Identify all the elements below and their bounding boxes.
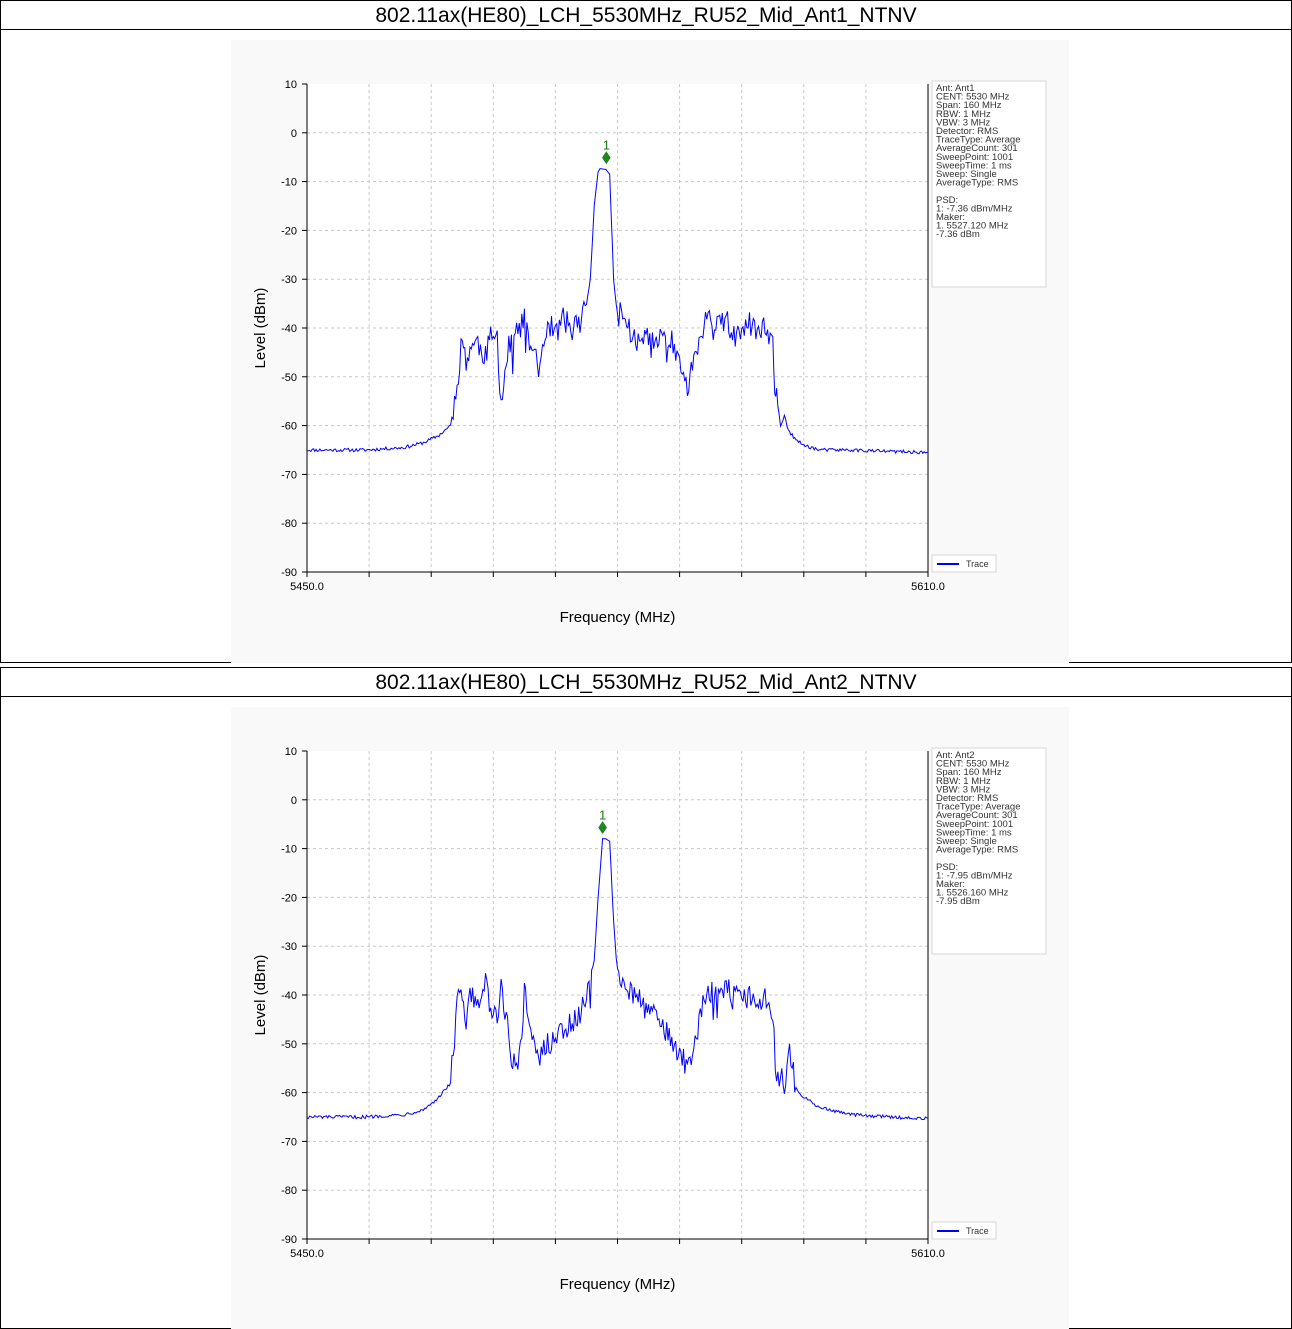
x-axis-label: Frequency (MHz) <box>560 609 676 626</box>
info-line: AverageCount: 301 <box>936 143 1018 154</box>
info-line: Maker: <box>936 212 965 223</box>
info-line: VBW: 3 MHz <box>936 117 990 128</box>
info-line: 1. 5526.160 MHz <box>936 888 1009 899</box>
marker-label: 1 <box>599 808 606 823</box>
y-tick-label: -20 <box>281 892 297 904</box>
y-tick-label: 10 <box>285 79 297 91</box>
y-tick-label: -60 <box>281 1088 297 1100</box>
y-tick-label: -20 <box>281 225 297 237</box>
info-line: 1: -7.95 dBm/MHz <box>936 870 1013 881</box>
legend-label: Trace <box>966 1226 989 1236</box>
trace-line <box>306 168 928 455</box>
y-axis-label: Level (dBm) <box>252 955 269 1036</box>
y-tick-label: -50 <box>281 372 297 384</box>
y-tick-label: -80 <box>281 518 297 530</box>
info-line: CENT: 5530 MHz <box>936 759 1010 770</box>
x-axis-label: Frequency (MHz) <box>560 1276 676 1293</box>
y-tick-label: -10 <box>281 177 297 189</box>
info-line: Maker: <box>936 879 965 890</box>
legend-box <box>931 554 997 573</box>
y-tick-label: -50 <box>281 1039 297 1051</box>
info-line: Span: 160 MHz <box>936 100 1002 111</box>
info-line: Ant: Ant2 <box>936 750 975 761</box>
y-axis-label: Level (dBm) <box>252 288 269 369</box>
x-tick-label: 5610.0 <box>911 1248 945 1260</box>
info-line: SweepTime: 1 ms <box>936 827 1012 838</box>
info-line: Span: 160 MHz <box>936 767 1002 778</box>
y-tick-label: -90 <box>281 1234 297 1246</box>
info-line: PSD: <box>936 862 958 873</box>
marker-diamond-icon <box>602 151 611 165</box>
info-line: Detector: RMS <box>936 793 998 804</box>
y-tick-label: -30 <box>281 941 297 953</box>
legend-label: Trace <box>966 559 989 569</box>
y-tick-label: -60 <box>281 421 297 433</box>
info-line: -7.95 dBm <box>936 896 980 907</box>
y-tick-label: -30 <box>281 274 297 286</box>
y-tick-label: 0 <box>291 795 297 807</box>
y-tick-label: -40 <box>281 990 297 1002</box>
trace-line <box>306 838 929 1120</box>
info-line: Ant: Ant1 <box>936 83 975 94</box>
y-tick-label: -80 <box>281 1185 297 1197</box>
y-tick-label: -70 <box>281 1136 297 1148</box>
x-tick-label: 5450.0 <box>290 1248 324 1260</box>
info-line: AverageCount: 301 <box>936 810 1018 821</box>
spectrum-chart-ant1: 10 0 -10 -20 -30 -40 -50 -60 -70 -80 -90 5450.0 5610… <box>252 79 1047 626</box>
y-tick-label: 0 <box>291 128 297 140</box>
y-tick-label: 10 <box>285 746 297 758</box>
x-tick-label: 5450.0 <box>290 581 324 593</box>
info-line: SweepPoint: 1001 <box>936 819 1013 830</box>
info-line: -7.36 dBm <box>936 229 980 240</box>
info-line: 1: -7.36 dBm/MHz <box>936 203 1013 214</box>
info-line: AverageType: RMS <box>936 178 1018 189</box>
info-line: SweepTime: 1 ms <box>936 160 1012 171</box>
info-line: AverageType: RMS <box>936 845 1018 856</box>
info-line: Detector: RMS <box>936 126 998 137</box>
info-line: SweepPoint: 1001 <box>936 152 1013 163</box>
legend-box <box>931 1221 997 1240</box>
info-line: 1. 5527.120 MHz <box>936 221 1009 232</box>
y-tick-label: -10 <box>281 844 297 856</box>
marker-label: 1 <box>603 138 610 153</box>
info-line: VBW: 3 MHz <box>936 784 990 795</box>
marker-diamond-icon <box>598 821 607 835</box>
info-box <box>931 747 1047 955</box>
info-line: CENT: 5530 MHz <box>936 92 1010 103</box>
info-line: RBW: 1 MHz <box>936 776 991 787</box>
info-line: Sweep: Single <box>936 169 997 180</box>
info-box <box>931 80 1047 288</box>
y-tick-label: -40 <box>281 323 297 335</box>
y-tick-label: -70 <box>281 469 297 481</box>
info-line: RBW: 1 MHz <box>936 109 991 120</box>
x-tick-label: 5610.0 <box>911 581 945 593</box>
info-line: PSD: <box>936 195 958 206</box>
info-line: TraceType: Average <box>936 802 1021 813</box>
spectrum-chart-ant2: 10 0 -10 -20 -30 -40 -50 -60 -70 -80 -90 5450.0 5610… <box>252 746 1047 1293</box>
info-line: Sweep: Single <box>936 836 997 847</box>
info-line: TraceType: Average <box>936 135 1021 146</box>
y-tick-label: -90 <box>281 567 297 579</box>
